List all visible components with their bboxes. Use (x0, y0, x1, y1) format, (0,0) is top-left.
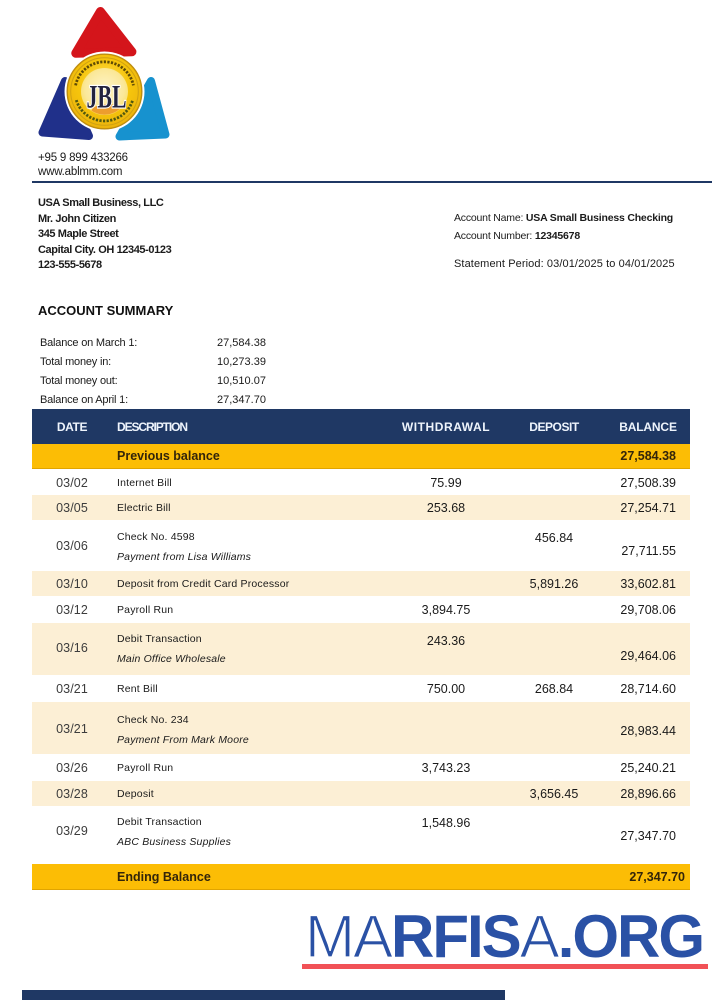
svg-text:JBL: JBL (87, 80, 127, 116)
